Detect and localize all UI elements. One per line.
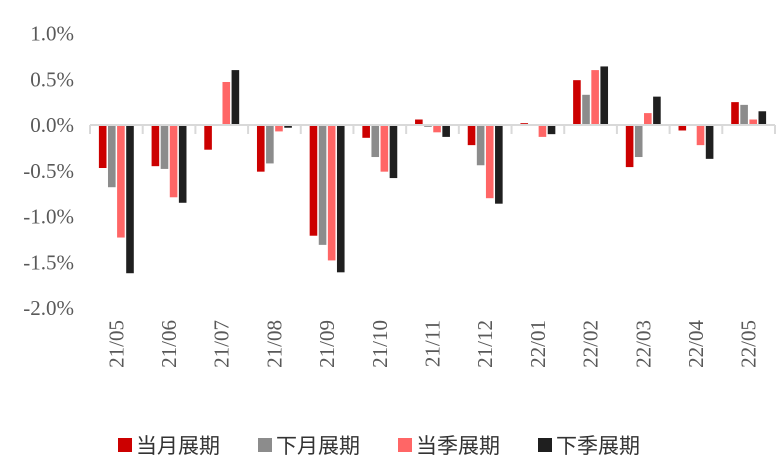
bar-21-05-series-1 [107,125,116,188]
bar-21-10-series-3 [389,125,398,179]
bar-22-03-series-0 [625,125,634,168]
bar-21-11-series-2 [433,125,441,133]
x-tick-label: 21/11 [421,320,445,367]
bar-22-04-series-0 [678,125,687,131]
x-tick-label: 21/07 [210,320,234,368]
bar-21-07-series-2 [222,81,231,125]
bar-21-05-series-3 [126,125,134,274]
y-axis: 1.0% 0.5% 0.0% -0.5% -1.0% -1.5% -2.0% [23,22,74,321]
bar-21-05-series-0 [98,125,107,169]
y-tick-label: 0.5% [30,67,74,91]
legend-label: 当季展期 [416,434,500,458]
bar-21-12-series-1 [476,125,485,166]
y-tick-label: -1.5% [23,250,74,274]
bar-21-06-series-2 [169,125,178,198]
bars [98,66,767,274]
bar-21-09-series-1 [318,125,327,245]
y-tick-label: -2.0% [23,296,74,320]
bar-21-08-series-2 [275,125,283,132]
bar-22-04-series-2 [696,125,705,146]
x-tick-label: 21/10 [368,320,392,368]
y-tick-label: -1.0% [23,205,74,229]
bar-21-05-series-2 [117,125,125,238]
legend-swatch [118,438,132,452]
x-tick-label: 22/02 [579,320,603,368]
bar-21-09-series-2 [327,125,336,261]
bar-22-01-series-3 [547,125,556,135]
legend-swatch [398,438,412,452]
y-tick-label: 1.0% [30,22,74,46]
bar-22-02-series-1 [582,94,590,125]
x-tick-label: 22/04 [684,320,708,368]
bar-21-08-series-0 [256,125,265,172]
legend: 当月展期 下月展期 当季展期 下季展期 [118,434,640,458]
x-tick-label: 21/08 [262,320,286,368]
legend-label: 当月展期 [136,434,220,458]
bar-22-01-series-2 [538,125,547,137]
bar-21-10-series-1 [371,125,380,158]
bar-21-07-series-3 [231,70,240,125]
x-tick-label: 21/05 [104,320,128,368]
bar-22-02-series-0 [573,80,581,125]
bar-21-10-series-2 [380,125,389,172]
x-tick-label: 22/03 [631,320,655,368]
bar-22-03-series-3 [653,96,661,125]
bar-22-02-series-3 [600,66,609,125]
x-tick-label: 21/12 [473,320,497,368]
x-axis: 21/05 21/06 21/07 21/08 21/09 21/10 21/11 21/12… [89,124,776,368]
bar-21-12-series-2 [485,125,494,199]
bar-21-11-series-3 [442,125,450,137]
bar-21-09-series-3 [336,125,345,273]
bar-21-11-series-0 [415,119,423,125]
bar-21-10-series-0 [362,125,370,138]
bar-21-09-series-0 [309,125,318,236]
bar-21-06-series-1 [160,125,169,169]
bar-21-08-series-3 [284,125,292,128]
x-tick-label: 21/09 [315,320,339,368]
bar-22-05-series-0 [731,102,739,125]
bar-22-05-series-2 [749,119,758,125]
y-tick-label: -0.5% [23,159,74,183]
legend-swatch [538,438,552,452]
bar-21-12-series-3 [495,125,503,204]
bar-22-05-series-3 [758,111,767,125]
bar-22-05-series-1 [740,104,748,125]
bar-21-08-series-1 [266,125,274,164]
bar-21-07-series-0 [204,125,212,150]
y-tick-label: 0.0% [30,113,74,137]
bar-22-04-series-3 [705,125,714,159]
legend-swatch [258,438,272,452]
bar-21-12-series-0 [467,125,476,146]
bar-21-06-series-0 [151,125,160,167]
bar-22-03-series-1 [634,125,643,158]
bar-21-06-series-3 [178,125,187,203]
x-tick-label: 22/05 [737,320,761,368]
legend-label: 下季展期 [556,434,640,458]
x-tick-label: 21/06 [157,320,181,368]
bar-22-02-series-2 [591,70,599,125]
x-tick-label: 22/01 [526,320,550,368]
legend-label: 下月展期 [276,434,360,458]
bar-22-03-series-2 [644,113,652,125]
